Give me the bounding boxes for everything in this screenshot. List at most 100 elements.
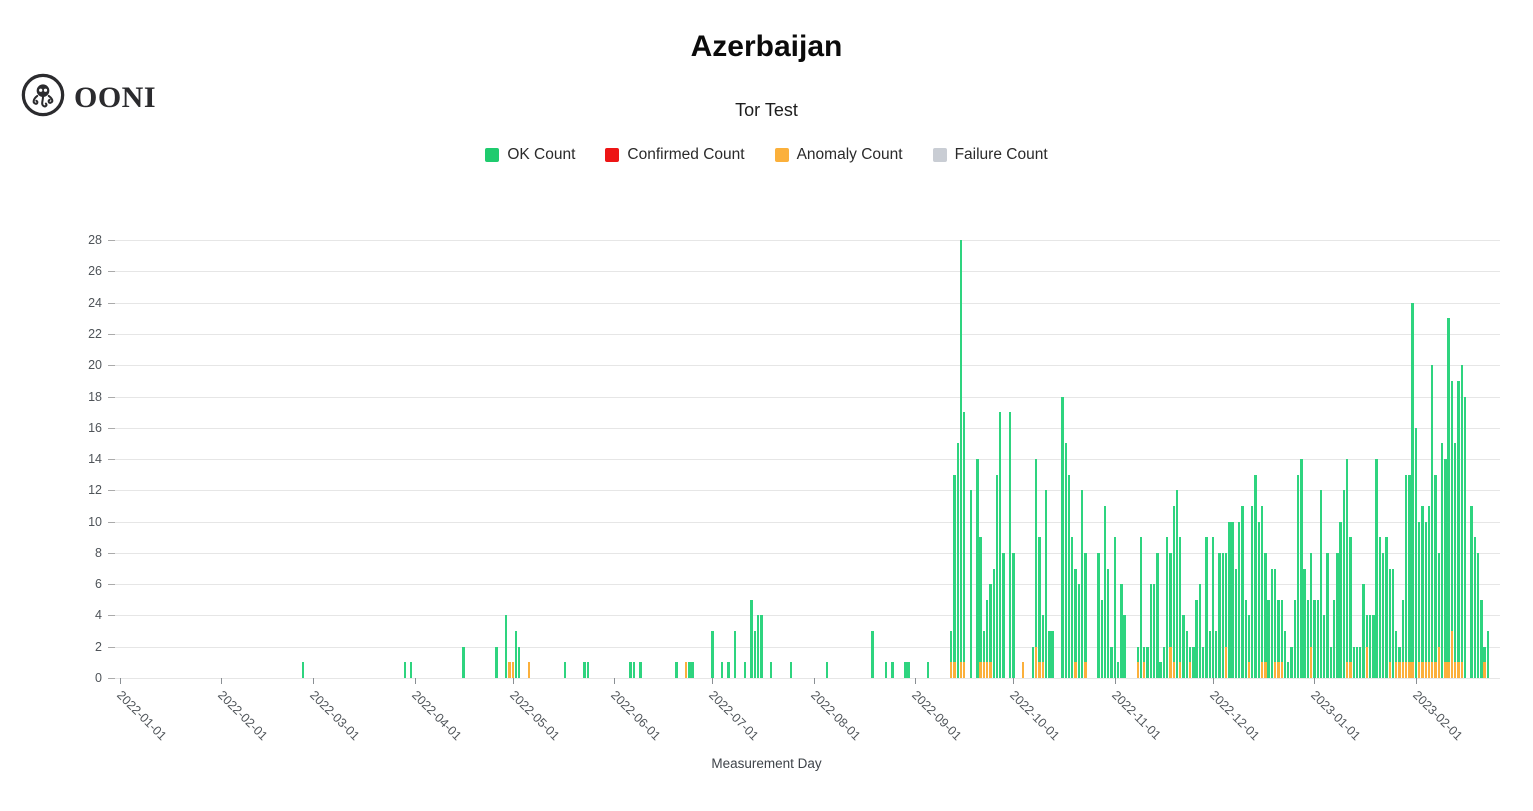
bar-ok-2023-01-08[interactable] bbox=[1336, 552, 1339, 678]
bar-ok-2022-10-17[interactable] bbox=[1064, 443, 1067, 678]
bar-anomaly-2022-09-24[interactable] bbox=[989, 662, 992, 678]
bar-ok-2023-02-19[interactable] bbox=[1473, 537, 1476, 678]
bar-ok-2022-06-20[interactable] bbox=[675, 662, 678, 678]
bar-anomaly-2022-12-05[interactable] bbox=[1224, 646, 1228, 678]
bar-ok-2023-01-26[interactable] bbox=[1395, 631, 1398, 663]
bar-ok-2023-02-15[interactable] bbox=[1460, 365, 1463, 663]
legend-item-failure-count[interactable]: Failure Count bbox=[932, 146, 1048, 164]
bar-anomaly-2023-02-14[interactable] bbox=[1457, 662, 1460, 678]
bar-ok-2022-10-08[interactable] bbox=[1035, 459, 1038, 647]
bar-anomaly-2023-01-27[interactable] bbox=[1398, 662, 1401, 678]
bar-ok-2023-01-09[interactable] bbox=[1339, 521, 1342, 678]
bar-ok-2022-11-17[interactable] bbox=[1166, 537, 1169, 678]
bar-ok-2022-10-28[interactable] bbox=[1100, 599, 1103, 678]
bar-ok-2022-09-26[interactable] bbox=[995, 474, 999, 678]
legend-item-confirmed-count[interactable]: Confirmed Count bbox=[605, 146, 745, 164]
bar-ok-2022-11-30[interactable] bbox=[1208, 631, 1211, 678]
bar-ok-2022-12-11[interactable] bbox=[1244, 599, 1247, 678]
bar-ok-2023-02-07[interactable] bbox=[1434, 474, 1437, 663]
bar-ok-2022-12-08[interactable] bbox=[1234, 568, 1238, 678]
bar-ok-2022-07-06[interactable] bbox=[727, 662, 730, 678]
bar-ok-2023-02-14[interactable] bbox=[1457, 380, 1460, 663]
bar-anomaly-2023-01-11[interactable] bbox=[1345, 662, 1349, 678]
bar-ok-2023-01-17[interactable] bbox=[1365, 615, 1368, 647]
bar-anomaly-2022-09-23[interactable] bbox=[986, 662, 989, 678]
bar-ok-2022-08-05[interactable] bbox=[825, 662, 829, 678]
bar-anomaly-2023-02-10[interactable] bbox=[1444, 662, 1447, 678]
bar-ok-2022-11-02[interactable] bbox=[1116, 662, 1120, 678]
bar-anomaly-2022-12-21[interactable] bbox=[1277, 662, 1280, 678]
bar-ok-2022-12-16[interactable] bbox=[1260, 506, 1264, 663]
bar-ok-2022-11-04[interactable] bbox=[1123, 615, 1126, 678]
bar-ok-2022-12-24[interactable] bbox=[1287, 662, 1290, 678]
bar-anomaly-2022-06-23[interactable] bbox=[684, 662, 688, 678]
bar-ok-2023-01-02[interactable] bbox=[1316, 599, 1319, 678]
bar-ok-2022-12-06[interactable] bbox=[1228, 521, 1231, 678]
bar-anomaly-2023-01-28[interactable] bbox=[1401, 662, 1404, 678]
bar-ok-2023-01-13[interactable] bbox=[1352, 646, 1355, 678]
bar-ok-2022-12-12[interactable] bbox=[1247, 615, 1251, 663]
bar-anomaly-2023-02-11[interactable] bbox=[1447, 662, 1450, 678]
bar-ok-2022-11-12[interactable] bbox=[1149, 584, 1153, 678]
bar-ok-2022-07-04[interactable] bbox=[720, 662, 724, 678]
bar-ok-2022-11-27[interactable] bbox=[1198, 584, 1202, 678]
bar-anomaly-2022-10-04[interactable] bbox=[1022, 662, 1025, 678]
bar-anomaly-2022-09-13[interactable] bbox=[953, 662, 956, 678]
bar-ok-2023-01-28[interactable] bbox=[1401, 599, 1404, 663]
bar-ok-2022-07-16[interactable] bbox=[760, 615, 763, 678]
bar-ok-2022-05-17[interactable] bbox=[563, 662, 567, 678]
bar-anomaly-2022-11-19[interactable] bbox=[1172, 662, 1175, 678]
bar-anomaly-2023-02-06[interactable] bbox=[1431, 662, 1434, 678]
bar-ok-2023-01-27[interactable] bbox=[1398, 646, 1401, 663]
bar-ok-2023-02-10[interactable] bbox=[1444, 459, 1447, 663]
bar-ok-2023-02-05[interactable] bbox=[1427, 506, 1431, 663]
bar-ok-2022-12-26[interactable] bbox=[1293, 599, 1297, 678]
bar-ok-2022-06-24[interactable] bbox=[688, 662, 691, 678]
bar-ok-2023-01-01[interactable] bbox=[1313, 599, 1316, 678]
bar-ok-2022-11-14[interactable] bbox=[1156, 552, 1159, 678]
bar-ok-2022-09-22[interactable] bbox=[982, 631, 986, 663]
bar-ok-2022-06-09[interactable] bbox=[639, 662, 642, 678]
bar-ok-2022-11-23[interactable] bbox=[1185, 631, 1189, 678]
bar-ok-2022-11-09[interactable] bbox=[1139, 537, 1143, 678]
bar-ok-2023-01-14[interactable] bbox=[1355, 646, 1359, 678]
bar-ok-2022-05-23[interactable] bbox=[583, 662, 586, 678]
bar-ok-2022-10-27[interactable] bbox=[1097, 552, 1100, 678]
bar-ok-2023-01-19[interactable] bbox=[1372, 615, 1375, 678]
bar-ok-2022-07-01[interactable] bbox=[711, 631, 714, 678]
bar-ok-2022-11-03[interactable] bbox=[1120, 584, 1123, 678]
bar-ok-2022-10-21[interactable] bbox=[1077, 584, 1081, 678]
bar-ok-2023-01-11[interactable] bbox=[1345, 459, 1349, 663]
bar-ok-2022-11-28[interactable] bbox=[1201, 646, 1205, 678]
bar-ok-2023-01-07[interactable] bbox=[1332, 599, 1336, 678]
bar-anomaly-2022-12-20[interactable] bbox=[1273, 662, 1277, 678]
bar-anomaly-2022-11-10[interactable] bbox=[1143, 662, 1146, 678]
bar-ok-2022-12-22[interactable] bbox=[1280, 599, 1283, 663]
bar-ok-2023-01-12[interactable] bbox=[1349, 537, 1352, 663]
bar-anomaly-2023-01-31[interactable] bbox=[1411, 662, 1414, 678]
bar-ok-2022-09-14[interactable] bbox=[956, 443, 959, 678]
bar-anomaly-2022-09-22[interactable] bbox=[982, 662, 986, 678]
bar-anomaly-2023-02-08[interactable] bbox=[1437, 646, 1440, 678]
bar-ok-2022-12-03[interactable] bbox=[1218, 552, 1221, 678]
bar-ok-2022-08-19[interactable] bbox=[871, 631, 874, 678]
bar-ok-2022-11-13[interactable] bbox=[1152, 584, 1156, 678]
bar-ok-2023-01-06[interactable] bbox=[1329, 646, 1333, 678]
bar-ok-2022-12-30[interactable] bbox=[1306, 599, 1310, 678]
bar-anomaly-2023-01-29[interactable] bbox=[1404, 662, 1408, 678]
bar-ok-2022-12-25[interactable] bbox=[1290, 646, 1293, 678]
bar-anomaly-2022-12-31[interactable] bbox=[1309, 646, 1313, 678]
bar-ok-2023-01-30[interactable] bbox=[1408, 474, 1411, 663]
bar-anomaly-2022-11-24[interactable] bbox=[1188, 662, 1192, 678]
legend-item-ok-count[interactable]: OK Count bbox=[485, 146, 575, 164]
bar-ok-2023-02-09[interactable] bbox=[1440, 443, 1444, 678]
bar-ok-2023-01-10[interactable] bbox=[1342, 490, 1346, 678]
bar-ok-2023-02-11[interactable] bbox=[1447, 318, 1450, 663]
bar-anomaly-2022-05-01[interactable] bbox=[511, 662, 514, 678]
bar-anomaly-2023-02-04[interactable] bbox=[1424, 662, 1427, 678]
bar-ok-2022-04-29[interactable] bbox=[504, 615, 508, 678]
bar-ok-2022-07-19[interactable] bbox=[770, 662, 773, 678]
bar-anomaly-2023-02-13[interactable] bbox=[1453, 662, 1457, 678]
bar-anomaly-2023-02-02[interactable] bbox=[1417, 662, 1421, 678]
bar-anomaly-2023-01-17[interactable] bbox=[1365, 646, 1368, 678]
